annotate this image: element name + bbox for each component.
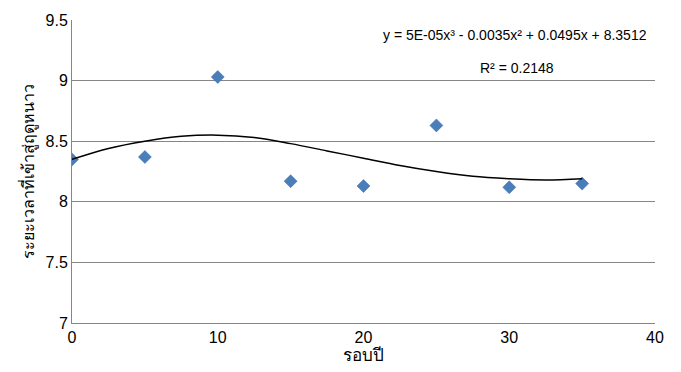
svg-text:10: 10 [209, 329, 227, 346]
svg-text:9: 9 [59, 72, 68, 89]
svg-text:8.5: 8.5 [46, 133, 68, 150]
svg-text:40: 40 [646, 329, 664, 346]
svg-text:7: 7 [59, 315, 68, 332]
svg-text:30: 30 [500, 329, 518, 346]
svg-text:9.5: 9.5 [46, 12, 68, 29]
svg-text:8: 8 [59, 193, 68, 210]
svg-text:7.5: 7.5 [46, 254, 68, 271]
svg-text:y = 5E-05x³ - 0.0035x² + 0.049: y = 5E-05x³ - 0.0035x² + 0.0495x + 8.351… [383, 27, 647, 43]
svg-text:0: 0 [68, 329, 77, 346]
svg-text:20: 20 [355, 329, 373, 346]
svg-text:รอบปี: รอบปี [343, 346, 384, 365]
svg-text:ระยะเวลาที่เข้าสู่ฤดูหนาว: ระยะเวลาที่เข้าสู่ฤดูหนาว [17, 84, 39, 259]
svg-text:R² = 0.2148: R² = 0.2148 [480, 60, 554, 76]
